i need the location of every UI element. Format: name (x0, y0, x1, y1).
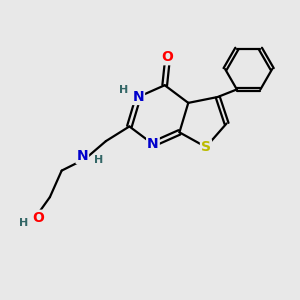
Text: N: N (132, 90, 144, 104)
Text: N: N (147, 137, 159, 151)
Text: H: H (94, 155, 103, 165)
Text: N: N (76, 149, 88, 163)
Text: H: H (119, 85, 128, 94)
Text: S: S (201, 140, 211, 154)
Text: O: O (32, 211, 44, 225)
Text: O: O (162, 50, 174, 64)
Text: H: H (20, 218, 28, 228)
